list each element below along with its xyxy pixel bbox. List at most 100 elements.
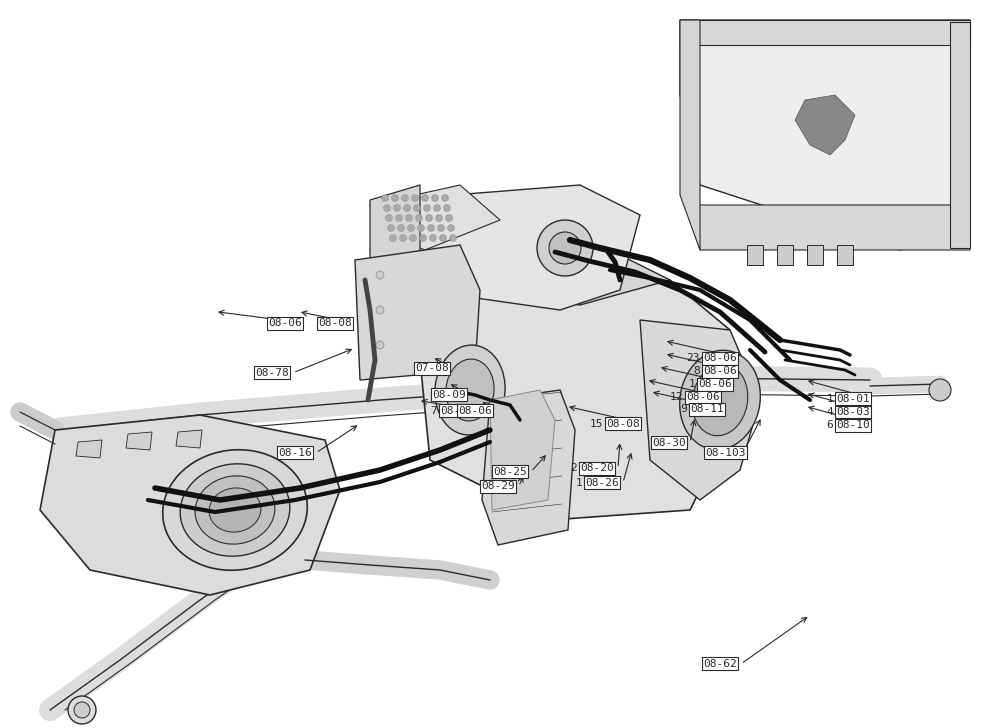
Circle shape [402,194,409,202]
Circle shape [450,234,456,242]
Circle shape [404,205,411,212]
Circle shape [426,215,432,221]
Polygon shape [795,95,855,155]
Ellipse shape [195,476,275,544]
Ellipse shape [209,488,261,532]
Text: 4: 4 [826,407,833,417]
Polygon shape [176,430,202,448]
Text: 1: 1 [688,379,695,389]
Circle shape [428,224,434,232]
Text: 08-06: 08-06 [698,379,732,389]
Circle shape [549,232,581,264]
Circle shape [446,215,452,221]
Ellipse shape [446,359,494,421]
Polygon shape [126,432,152,450]
Circle shape [68,696,96,724]
Text: 08-30: 08-30 [652,438,686,448]
Circle shape [929,379,951,401]
Polygon shape [40,415,340,595]
Circle shape [408,224,415,232]
Circle shape [430,234,436,242]
Circle shape [416,215,422,221]
Circle shape [414,205,420,212]
Polygon shape [370,185,420,320]
Circle shape [410,234,416,242]
Ellipse shape [163,450,307,570]
Circle shape [432,194,438,202]
Text: 08-06: 08-06 [703,366,737,376]
Polygon shape [370,185,500,250]
Text: 08-06: 08-06 [703,353,737,363]
Circle shape [537,220,593,276]
Circle shape [434,205,440,212]
Text: 08-06: 08-06 [686,392,720,403]
Circle shape [412,194,418,202]
Text: 08-11: 08-11 [690,404,724,414]
Text: 08-08: 08-08 [606,419,640,429]
Circle shape [438,224,444,232]
Circle shape [394,205,400,212]
Circle shape [436,215,442,221]
Circle shape [424,205,430,212]
Text: 1: 1 [575,478,582,488]
Polygon shape [680,20,700,250]
Ellipse shape [692,364,748,436]
Circle shape [422,194,428,202]
Circle shape [398,224,404,232]
Text: 9: 9 [680,404,687,414]
Polygon shape [807,245,823,265]
Polygon shape [680,20,970,250]
Circle shape [392,194,398,202]
Text: 23: 23 [686,353,700,363]
Text: 08-01: 08-01 [836,394,870,404]
Circle shape [384,205,390,212]
Polygon shape [950,22,970,248]
Circle shape [386,215,392,221]
Text: 08-06: 08-06 [458,405,492,416]
Circle shape [400,234,406,242]
Circle shape [448,224,454,232]
Text: 08-08: 08-08 [318,318,352,328]
Circle shape [406,215,413,221]
Text: 08-26: 08-26 [585,478,619,488]
Text: 08-06: 08-06 [268,318,302,328]
Text: 15: 15 [590,419,603,429]
Text: 08-62: 08-62 [703,659,737,669]
Text: 08-20: 08-20 [580,463,614,473]
Polygon shape [837,245,853,265]
Circle shape [376,341,384,349]
Polygon shape [640,320,760,500]
Text: 08-10: 08-10 [836,420,870,430]
Text: 08-78: 08-78 [255,368,289,378]
Polygon shape [460,255,670,305]
Circle shape [390,234,396,242]
Text: 6: 6 [826,420,833,430]
Text: 08-06: 08-06 [440,405,474,416]
Circle shape [376,271,384,279]
Polygon shape [777,245,793,265]
Circle shape [418,224,424,232]
Text: 07-08: 07-08 [415,363,449,373]
Text: 2: 2 [570,463,577,473]
Text: 8: 8 [693,366,700,376]
Text: 08-03: 08-03 [836,407,870,417]
Text: 08-29: 08-29 [481,481,515,491]
Text: 08-09: 08-09 [432,389,466,400]
Polygon shape [680,20,970,45]
Circle shape [382,194,388,202]
Circle shape [74,702,90,718]
Text: 08-25: 08-25 [493,467,527,477]
Circle shape [388,224,394,232]
Polygon shape [747,245,763,265]
Circle shape [444,205,450,212]
Text: 7: 7 [430,405,437,416]
Circle shape [420,234,426,242]
Text: 1: 1 [826,394,833,404]
Ellipse shape [180,464,290,556]
Circle shape [440,234,446,242]
Polygon shape [490,390,555,510]
Ellipse shape [435,345,505,435]
Text: 12: 12 [670,392,683,403]
Ellipse shape [680,350,760,450]
Polygon shape [76,440,102,458]
